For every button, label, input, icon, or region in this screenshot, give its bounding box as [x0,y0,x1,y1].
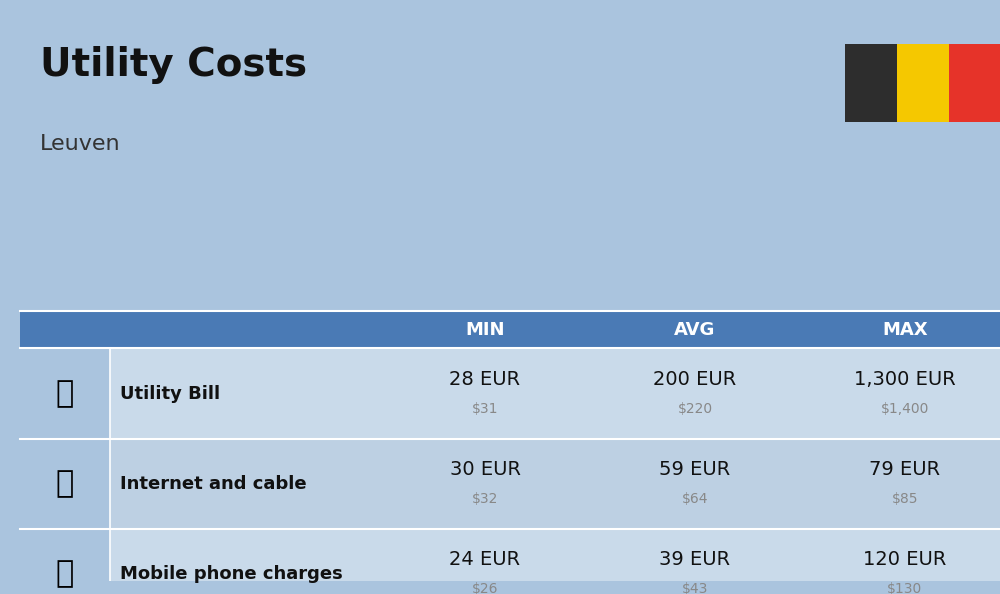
Text: 200 EUR: 200 EUR [653,370,737,389]
Text: Mobile phone charges: Mobile phone charges [120,564,343,583]
Text: 79 EUR: 79 EUR [869,460,941,479]
FancyBboxPatch shape [20,438,1000,529]
Text: MIN: MIN [465,321,505,339]
Text: 120 EUR: 120 EUR [863,550,947,569]
Text: Utility Bill: Utility Bill [120,384,220,403]
FancyBboxPatch shape [20,349,1000,438]
Text: 24 EUR: 24 EUR [449,550,521,569]
FancyBboxPatch shape [897,43,949,122]
Text: 1,300 EUR: 1,300 EUR [854,370,956,389]
Text: 39 EUR: 39 EUR [659,550,731,569]
FancyBboxPatch shape [20,349,110,438]
Text: 28 EUR: 28 EUR [449,370,521,389]
FancyBboxPatch shape [20,311,1000,349]
Text: MAX: MAX [882,321,928,339]
Text: 30 EUR: 30 EUR [450,460,520,479]
Text: 📡: 📡 [56,469,74,498]
Text: 🔌: 🔌 [56,379,74,408]
Text: $130: $130 [887,582,923,594]
Text: 📱: 📱 [56,559,74,588]
FancyBboxPatch shape [20,529,1000,594]
Text: 59 EUR: 59 EUR [659,460,731,479]
Text: Leuven: Leuven [40,134,121,154]
FancyBboxPatch shape [949,43,1000,122]
Text: $64: $64 [682,492,708,505]
Text: Internet and cable: Internet and cable [120,475,307,492]
FancyBboxPatch shape [845,43,897,122]
Text: Utility Costs: Utility Costs [40,46,307,84]
Text: $31: $31 [472,402,498,416]
FancyBboxPatch shape [20,529,110,594]
Text: $43: $43 [682,582,708,594]
Text: $32: $32 [472,492,498,505]
Text: $1,400: $1,400 [881,402,929,416]
Text: AVG: AVG [674,321,716,339]
Text: $220: $220 [677,402,713,416]
Text: $26: $26 [472,582,498,594]
Text: $85: $85 [892,492,918,505]
FancyBboxPatch shape [20,438,110,529]
